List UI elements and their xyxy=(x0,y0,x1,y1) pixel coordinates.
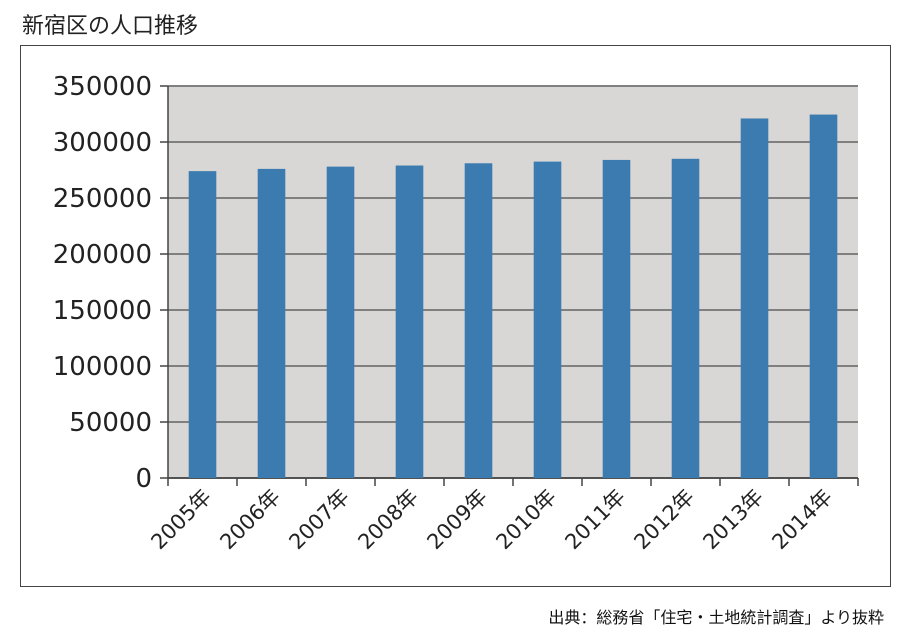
bar xyxy=(809,114,838,478)
bar xyxy=(602,159,631,479)
y-tick-label: 300000 xyxy=(53,128,152,158)
y-tick-label: 350000 xyxy=(53,72,152,102)
source-note: 出典：総務省「住宅・土地統計調査」より抜粋 xyxy=(548,608,884,627)
y-tick-label: 0 xyxy=(135,464,152,494)
bar xyxy=(188,171,217,478)
y-tick-label: 200000 xyxy=(53,240,152,270)
x-tick-label: 2012年 xyxy=(629,485,699,555)
y-tick-label: 50000 xyxy=(69,408,152,438)
bar xyxy=(257,168,286,478)
bar xyxy=(395,165,424,478)
x-tick-label: 2005年 xyxy=(146,485,216,555)
chart-frame: 0 50000 100000 150000 200000 250000 300000 3500… xyxy=(20,45,891,587)
y-tick-label: 150000 xyxy=(53,296,152,326)
bar xyxy=(671,158,700,479)
bar xyxy=(740,118,769,478)
x-tick-label: 2013年 xyxy=(698,485,768,555)
page-title: 新宿区の人口推移 xyxy=(22,14,199,39)
x-tick-label: 2011年 xyxy=(560,485,630,555)
bar xyxy=(326,166,355,478)
bar xyxy=(533,161,562,478)
bar-chart: 0 50000 100000 150000 200000 250000 300000 3500… xyxy=(53,72,859,555)
x-tick-label: 2014年 xyxy=(767,485,837,555)
x-tick-label: 2008年 xyxy=(353,485,423,555)
y-tick-label: 100000 xyxy=(53,352,152,382)
x-tick-label: 2009年 xyxy=(422,485,492,555)
x-tick-label: 2007年 xyxy=(284,485,354,555)
y-tick-label: 250000 xyxy=(53,184,152,214)
x-tick-label: 2010年 xyxy=(491,485,561,555)
bar xyxy=(464,163,493,478)
x-tick-label: 2006年 xyxy=(215,485,285,555)
